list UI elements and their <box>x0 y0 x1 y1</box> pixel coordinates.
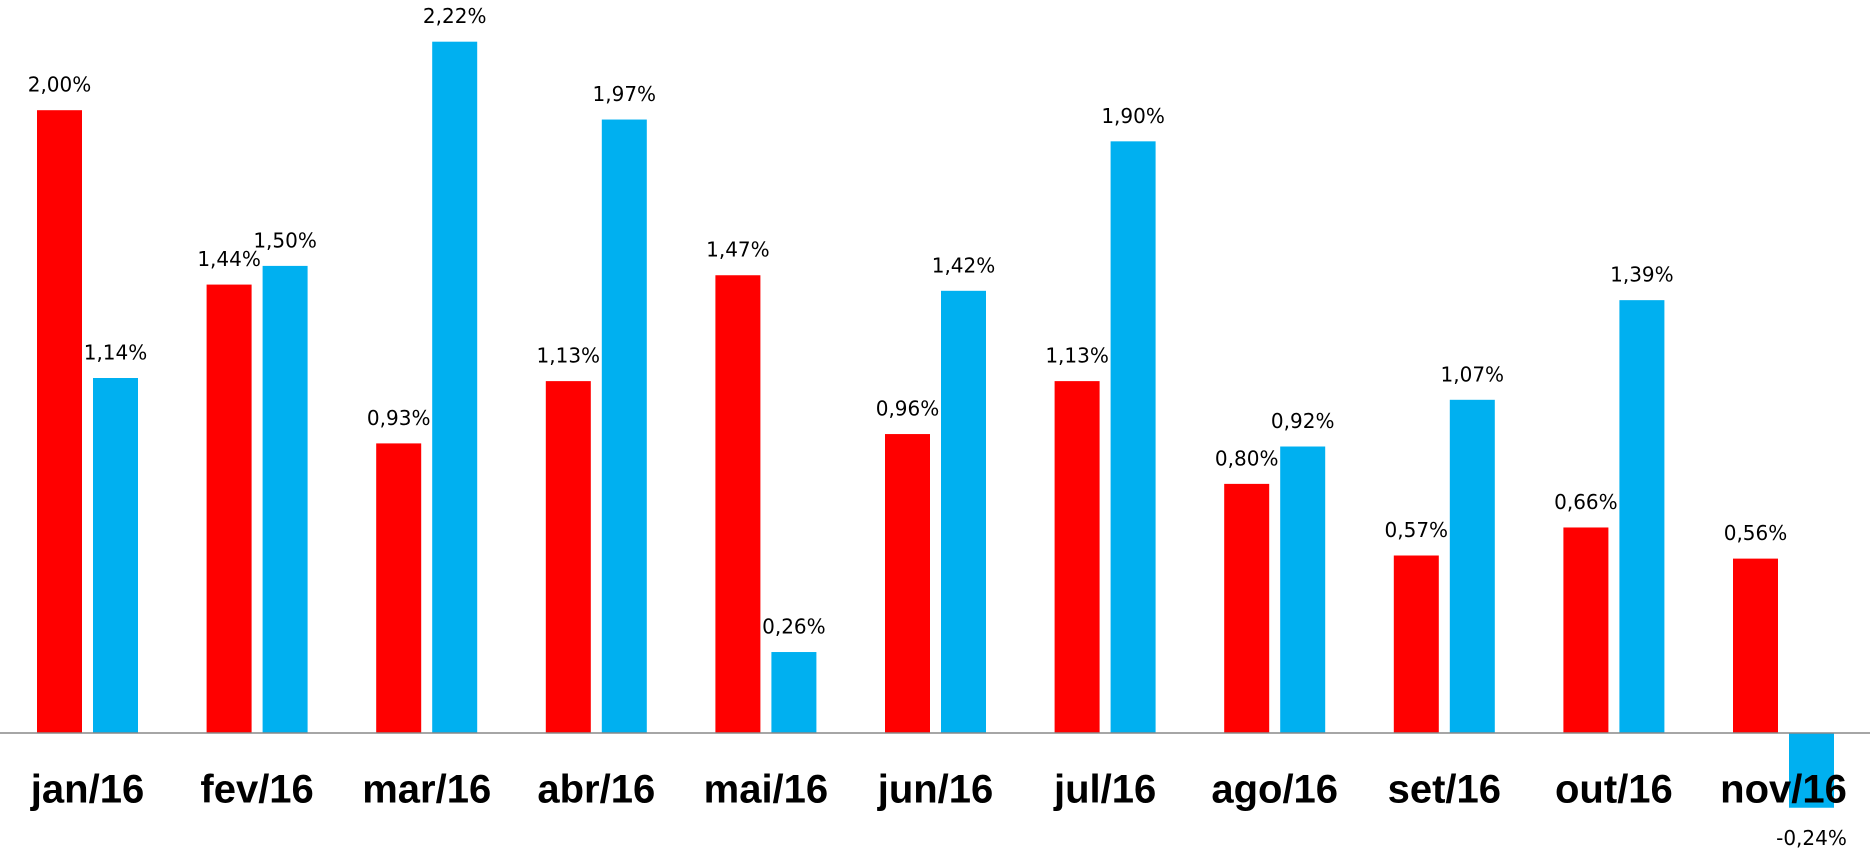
bar <box>206 284 252 733</box>
value-label: 0,92% <box>1271 409 1335 433</box>
value-label: 1,50% <box>253 228 317 252</box>
value-label: 1,13% <box>537 344 601 368</box>
bar <box>432 41 478 733</box>
value-label: -0,24% <box>1776 826 1847 850</box>
value-label: 1,39% <box>1610 263 1674 287</box>
value-label: 0,56% <box>1724 521 1788 545</box>
value-label: 1,14% <box>84 341 148 365</box>
value-label: 0,80% <box>1215 446 1279 470</box>
value-label: 1,13% <box>1045 344 1109 368</box>
bar <box>715 275 761 733</box>
bar <box>1563 527 1609 733</box>
bar <box>37 110 82 733</box>
value-label: 0,26% <box>762 615 826 639</box>
bar <box>376 443 422 733</box>
value-label: 2,00% <box>28 73 92 97</box>
value-label: 1,97% <box>593 82 657 106</box>
x-tick-label: mai/16 <box>704 768 829 812</box>
bar <box>1110 141 1156 734</box>
value-label: 1,90% <box>1101 104 1165 128</box>
value-label: 1,42% <box>932 253 996 277</box>
value-label: 0,57% <box>1385 518 1449 542</box>
value-label: 0,93% <box>367 406 431 430</box>
bar <box>93 378 138 733</box>
bar <box>1733 558 1778 733</box>
x-tick-label: jan/16 <box>30 768 144 812</box>
bar <box>601 119 647 734</box>
bar <box>1224 483 1270 733</box>
bar <box>771 652 817 733</box>
bar <box>262 265 308 733</box>
x-tick-label: ago/16 <box>1211 768 1338 812</box>
value-label: 2,22% <box>423 4 487 28</box>
value-label: 1,44% <box>197 247 261 271</box>
bar <box>1619 300 1665 733</box>
x-tick-label: abr/16 <box>537 768 655 812</box>
bar <box>1449 399 1495 733</box>
bar <box>1393 555 1439 733</box>
x-tick-label: mar/16 <box>362 768 491 812</box>
bar <box>545 381 591 733</box>
bar <box>1054 381 1100 733</box>
x-tick-label: set/16 <box>1388 768 1501 812</box>
x-tick-label: fev/16 <box>200 768 313 812</box>
bar <box>1789 733 1834 808</box>
value-label: 0,96% <box>876 397 940 421</box>
value-label: 1,07% <box>1441 362 1505 386</box>
x-tick-label: nov/16 <box>1720 768 1847 812</box>
value-label: 1,47% <box>706 238 770 262</box>
x-tick-label: jul/16 <box>1053 768 1156 812</box>
bar <box>941 290 986 733</box>
x-tick-label: jun/16 <box>877 768 994 812</box>
bar <box>1280 446 1326 733</box>
bar <box>885 434 930 733</box>
value-label: 0,66% <box>1554 490 1618 514</box>
x-tick-label: out/16 <box>1555 768 1673 812</box>
